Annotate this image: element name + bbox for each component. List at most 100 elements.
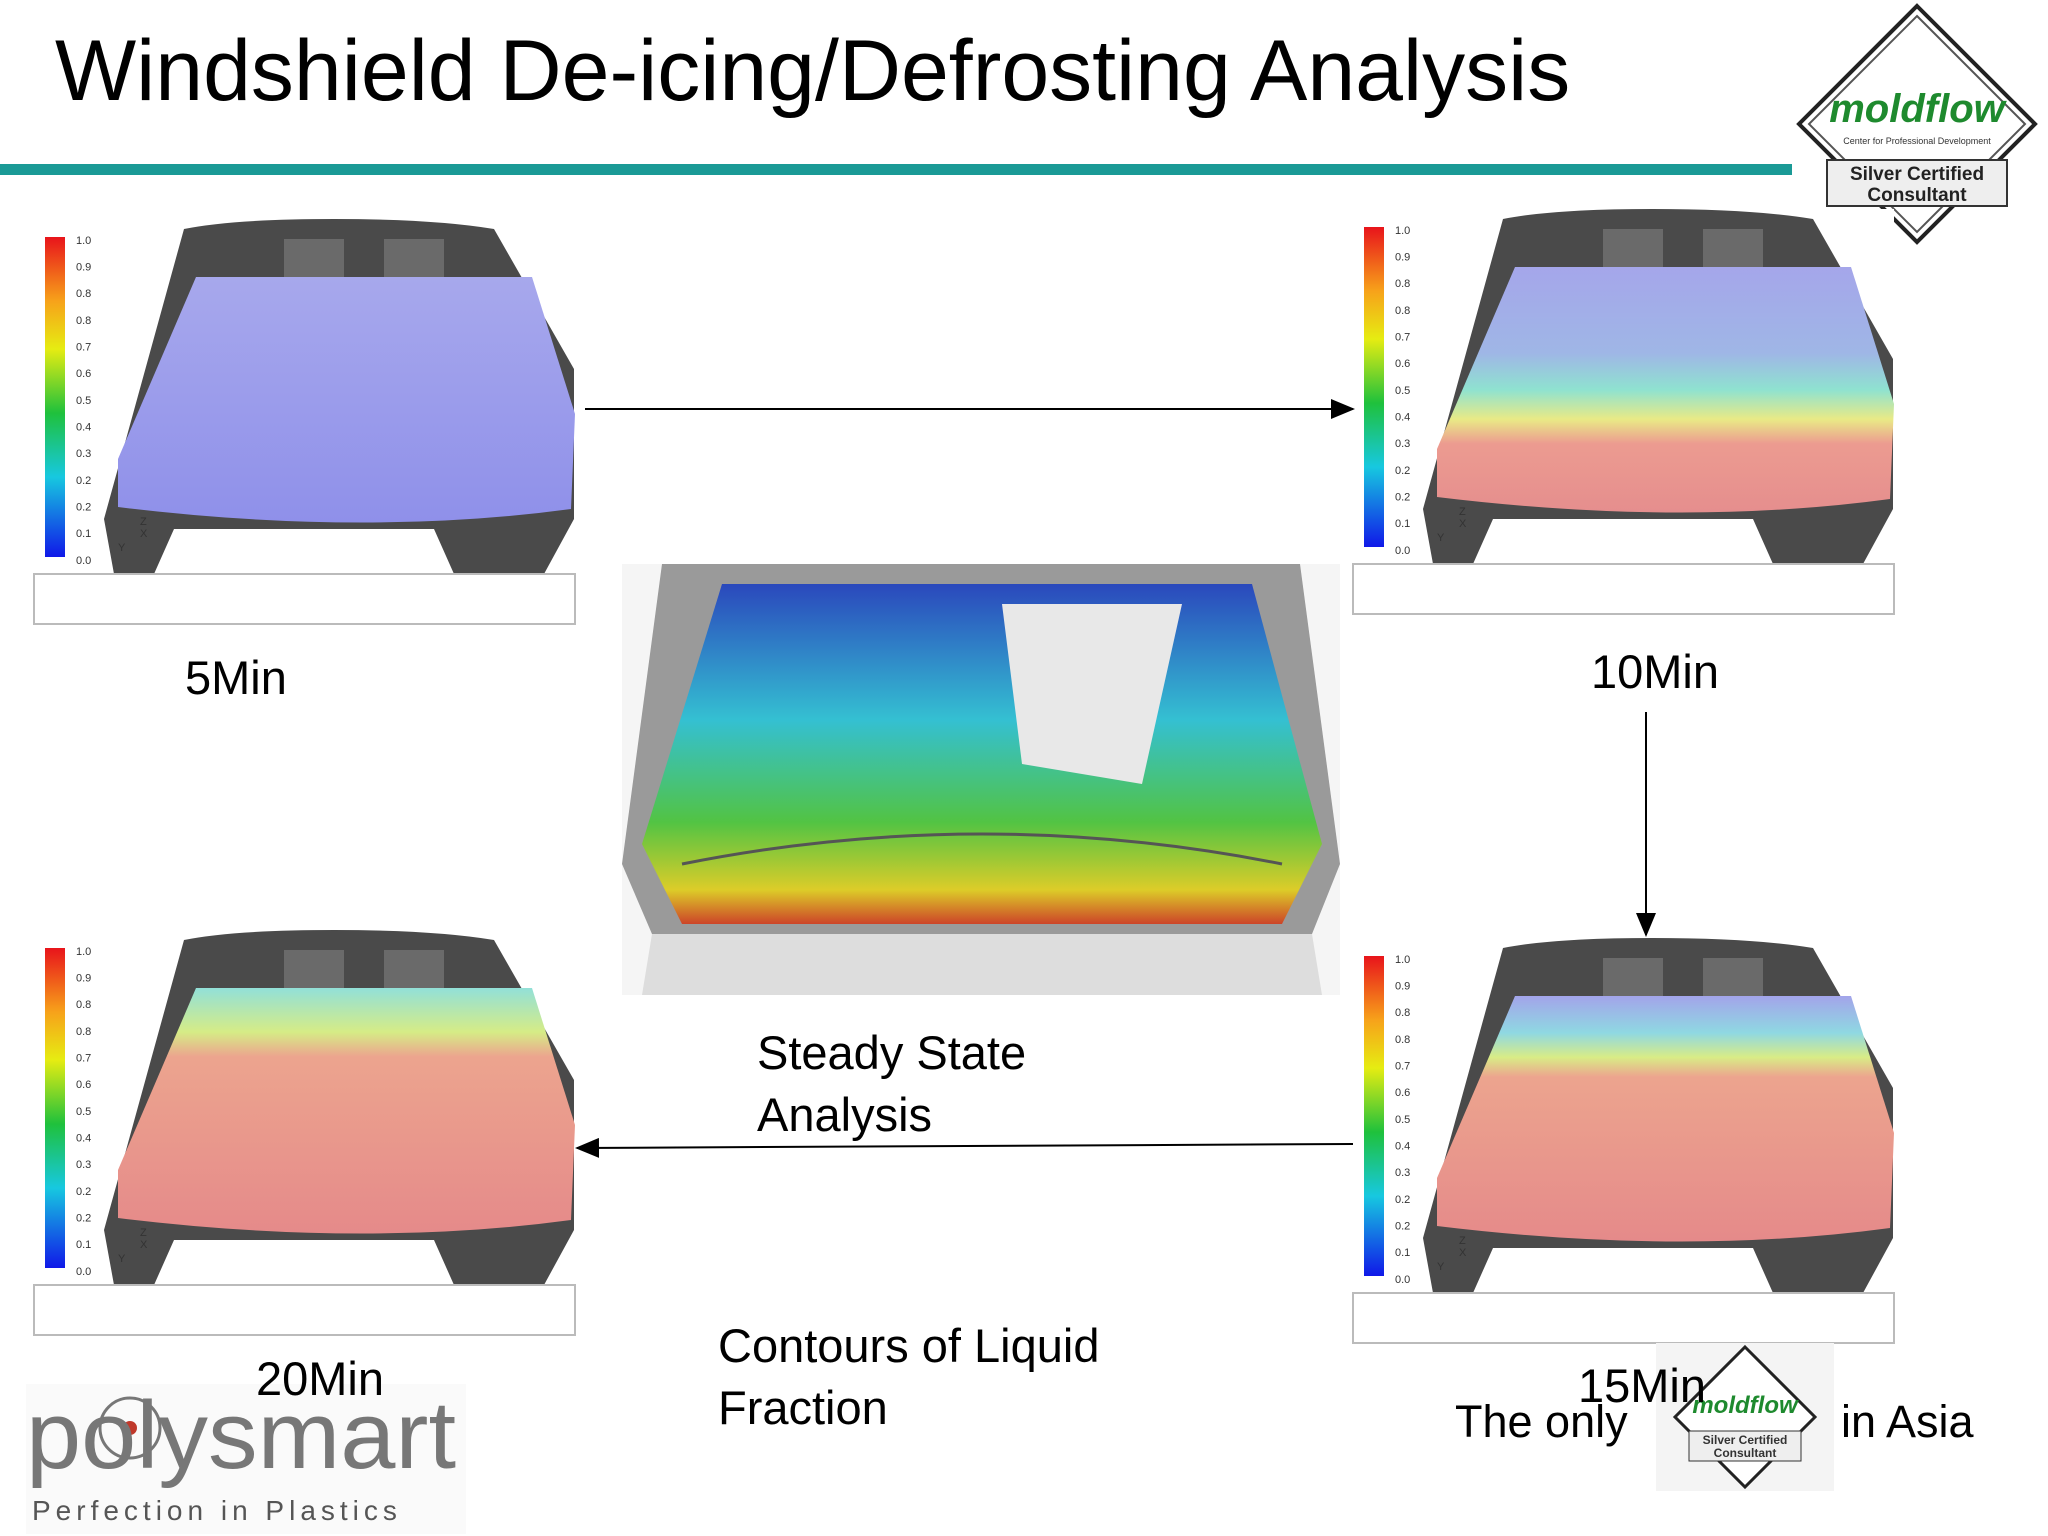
colorbar-label: 0.1 [76, 528, 91, 540]
panel-label: 15Min [1578, 1359, 1706, 1412]
colorbar-label: 0.4 [76, 1133, 91, 1145]
windshield [1437, 996, 1894, 1242]
colorbar-label: 0.3 [1395, 1167, 1410, 1179]
triad-label: Y [1437, 532, 1445, 544]
triad-label: Y [118, 1253, 126, 1265]
colorbar-label: 0.8 [1395, 1034, 1410, 1046]
caption: Fraction [718, 1381, 888, 1434]
colorbar-label: 0.0 [1395, 545, 1410, 557]
colorbar-label: 1.0 [1395, 954, 1410, 966]
car-detail [1603, 229, 1763, 269]
colorbar-label: 0.6 [1395, 358, 1410, 370]
colorbar-label: 0.2 [1395, 465, 1410, 477]
polysmart-logo: polysmart Perfection in Plastics [26, 1382, 466, 1534]
colorbar [1364, 227, 1384, 547]
triad-label: Z [140, 1227, 147, 1239]
logo-tagline: Center for Professional Development [1843, 136, 1991, 146]
colorbar-label: 1.0 [76, 235, 91, 247]
colorbar-label: 1.0 [76, 946, 91, 958]
logo-badge: Silver Certified [1850, 164, 1984, 185]
colorbar-label: 0.2 [1395, 1221, 1410, 1233]
triad-label: Z [1459, 506, 1466, 518]
panel-footer [33, 573, 576, 625]
triad-label: X [140, 1239, 148, 1251]
triad-label: Z [140, 516, 147, 528]
colorbar [45, 948, 65, 1268]
colorbar-label: 0.8 [76, 1026, 91, 1038]
windshield [1437, 267, 1894, 513]
colorbar-label: 0.9 [76, 973, 91, 985]
triad-label: X [140, 528, 148, 540]
car-detail [284, 239, 444, 279]
car-detail [284, 950, 444, 990]
logo: moldflow Center for Professional Develop… [1796, 3, 2038, 245]
flow-image [622, 564, 1340, 995]
colorbar-label: 0.2 [76, 502, 91, 514]
colorbar-label: 0.1 [76, 1239, 91, 1251]
colorbar-label: 0.8 [1395, 278, 1410, 290]
arrow [575, 1137, 1354, 1158]
colorbar-label: 0.3 [76, 448, 91, 460]
triad-label: Z [1459, 1235, 1466, 1247]
company: polysmart [26, 1382, 456, 1489]
colorbar-label: 0.5 [1395, 1114, 1410, 1126]
colorbar-label: 0.2 [76, 1186, 91, 1198]
triad-label: Y [1437, 1261, 1445, 1273]
colorbar-label: 0.1 [1395, 1247, 1410, 1259]
panel-footer [33, 1284, 576, 1336]
triad-label: X [1459, 1247, 1467, 1259]
colorbar-label: 0.7 [76, 1053, 91, 1065]
colorbar-label: 0.1 [1395, 518, 1410, 530]
colorbar-label: 0.9 [76, 262, 91, 274]
car-detail [1603, 958, 1763, 998]
colorbar-label: 0.3 [76, 1159, 91, 1171]
logo-badge: Consultant [1867, 185, 1967, 206]
panel-footer [1352, 1292, 1895, 1344]
logo-brand: moldflow [1829, 87, 2007, 131]
colorbar-label: 0.5 [76, 395, 91, 407]
colorbar-label: 0.0 [1395, 1274, 1410, 1286]
colorbar-label: 0.6 [76, 368, 91, 380]
panel-label: 10Min [1591, 645, 1719, 698]
colorbar-label: 1.0 [1395, 225, 1410, 237]
colorbar-label: 0.7 [1395, 1061, 1410, 1073]
colorbar-label: 0.2 [76, 475, 91, 487]
panel-label: 20Min [256, 1352, 384, 1405]
colorbar-label: 0.9 [1395, 981, 1410, 993]
triad-label: X [1459, 518, 1467, 530]
footer-text: in Asia [1841, 1396, 1975, 1447]
sim-panel: 1.0 0.9 0.8 0.8 0.7 0.6 0.5 0.4 0.3 0.2 0.2 0.1 0.0 Z… [1352, 209, 1895, 615]
colorbar-label: 0.3 [1395, 438, 1410, 450]
colorbar-label: 0.2 [1395, 492, 1410, 504]
windshield [118, 988, 575, 1234]
colorbar-label: 0.7 [76, 342, 91, 354]
colorbar-label: 0.8 [1395, 1007, 1410, 1019]
colorbar-label: 0.5 [1395, 385, 1410, 397]
colorbar-label: 0.8 [76, 288, 91, 300]
sim-panel: 1.0 0.9 0.8 0.8 0.7 0.6 0.5 0.4 0.3 0.2 0.2 0.1 0.0 Z… [33, 930, 576, 1336]
logo-badge: Consultant [1714, 1446, 1777, 1460]
colorbar-label: 0.6 [76, 1079, 91, 1091]
colorbar [1364, 956, 1384, 1276]
logo-badge: Silver Certified [1703, 1433, 1788, 1447]
colorbar-label: 0.4 [1395, 1141, 1410, 1153]
colorbar-label: 0.8 [1395, 305, 1410, 317]
panel-label: 5Min [185, 651, 287, 704]
colorbar-label: 0.4 [76, 422, 91, 434]
logo-brand: moldflow [1692, 1392, 1799, 1419]
center-caption: Steady State [757, 1026, 1026, 1079]
triad-label: Y [118, 542, 126, 554]
title: Windshield De-icing/Defrosting Analysis [55, 23, 1570, 119]
colorbar-label: 0.2 [1395, 1194, 1410, 1206]
small-logo: moldflow Silver Certified Consultant [1656, 1343, 1834, 1491]
sim-panel: 1.0 0.9 0.8 0.8 0.7 0.6 0.5 0.4 0.3 0.2 0.2 0.1 0.0 Z… [33, 219, 576, 625]
caption: Contours of Liquid [718, 1319, 1099, 1372]
slogan: Perfection in Plastics [32, 1495, 402, 1526]
sim-panel: 1.0 0.9 0.8 0.8 0.7 0.6 0.5 0.4 0.3 0.2 0.2 0.1 0.0 Z… [1352, 938, 1895, 1344]
colorbar-label: 0.6 [1395, 1087, 1410, 1099]
title-rule [0, 164, 1792, 175]
colorbar-label: 0.7 [1395, 332, 1410, 344]
panel-footer [1352, 563, 1895, 615]
